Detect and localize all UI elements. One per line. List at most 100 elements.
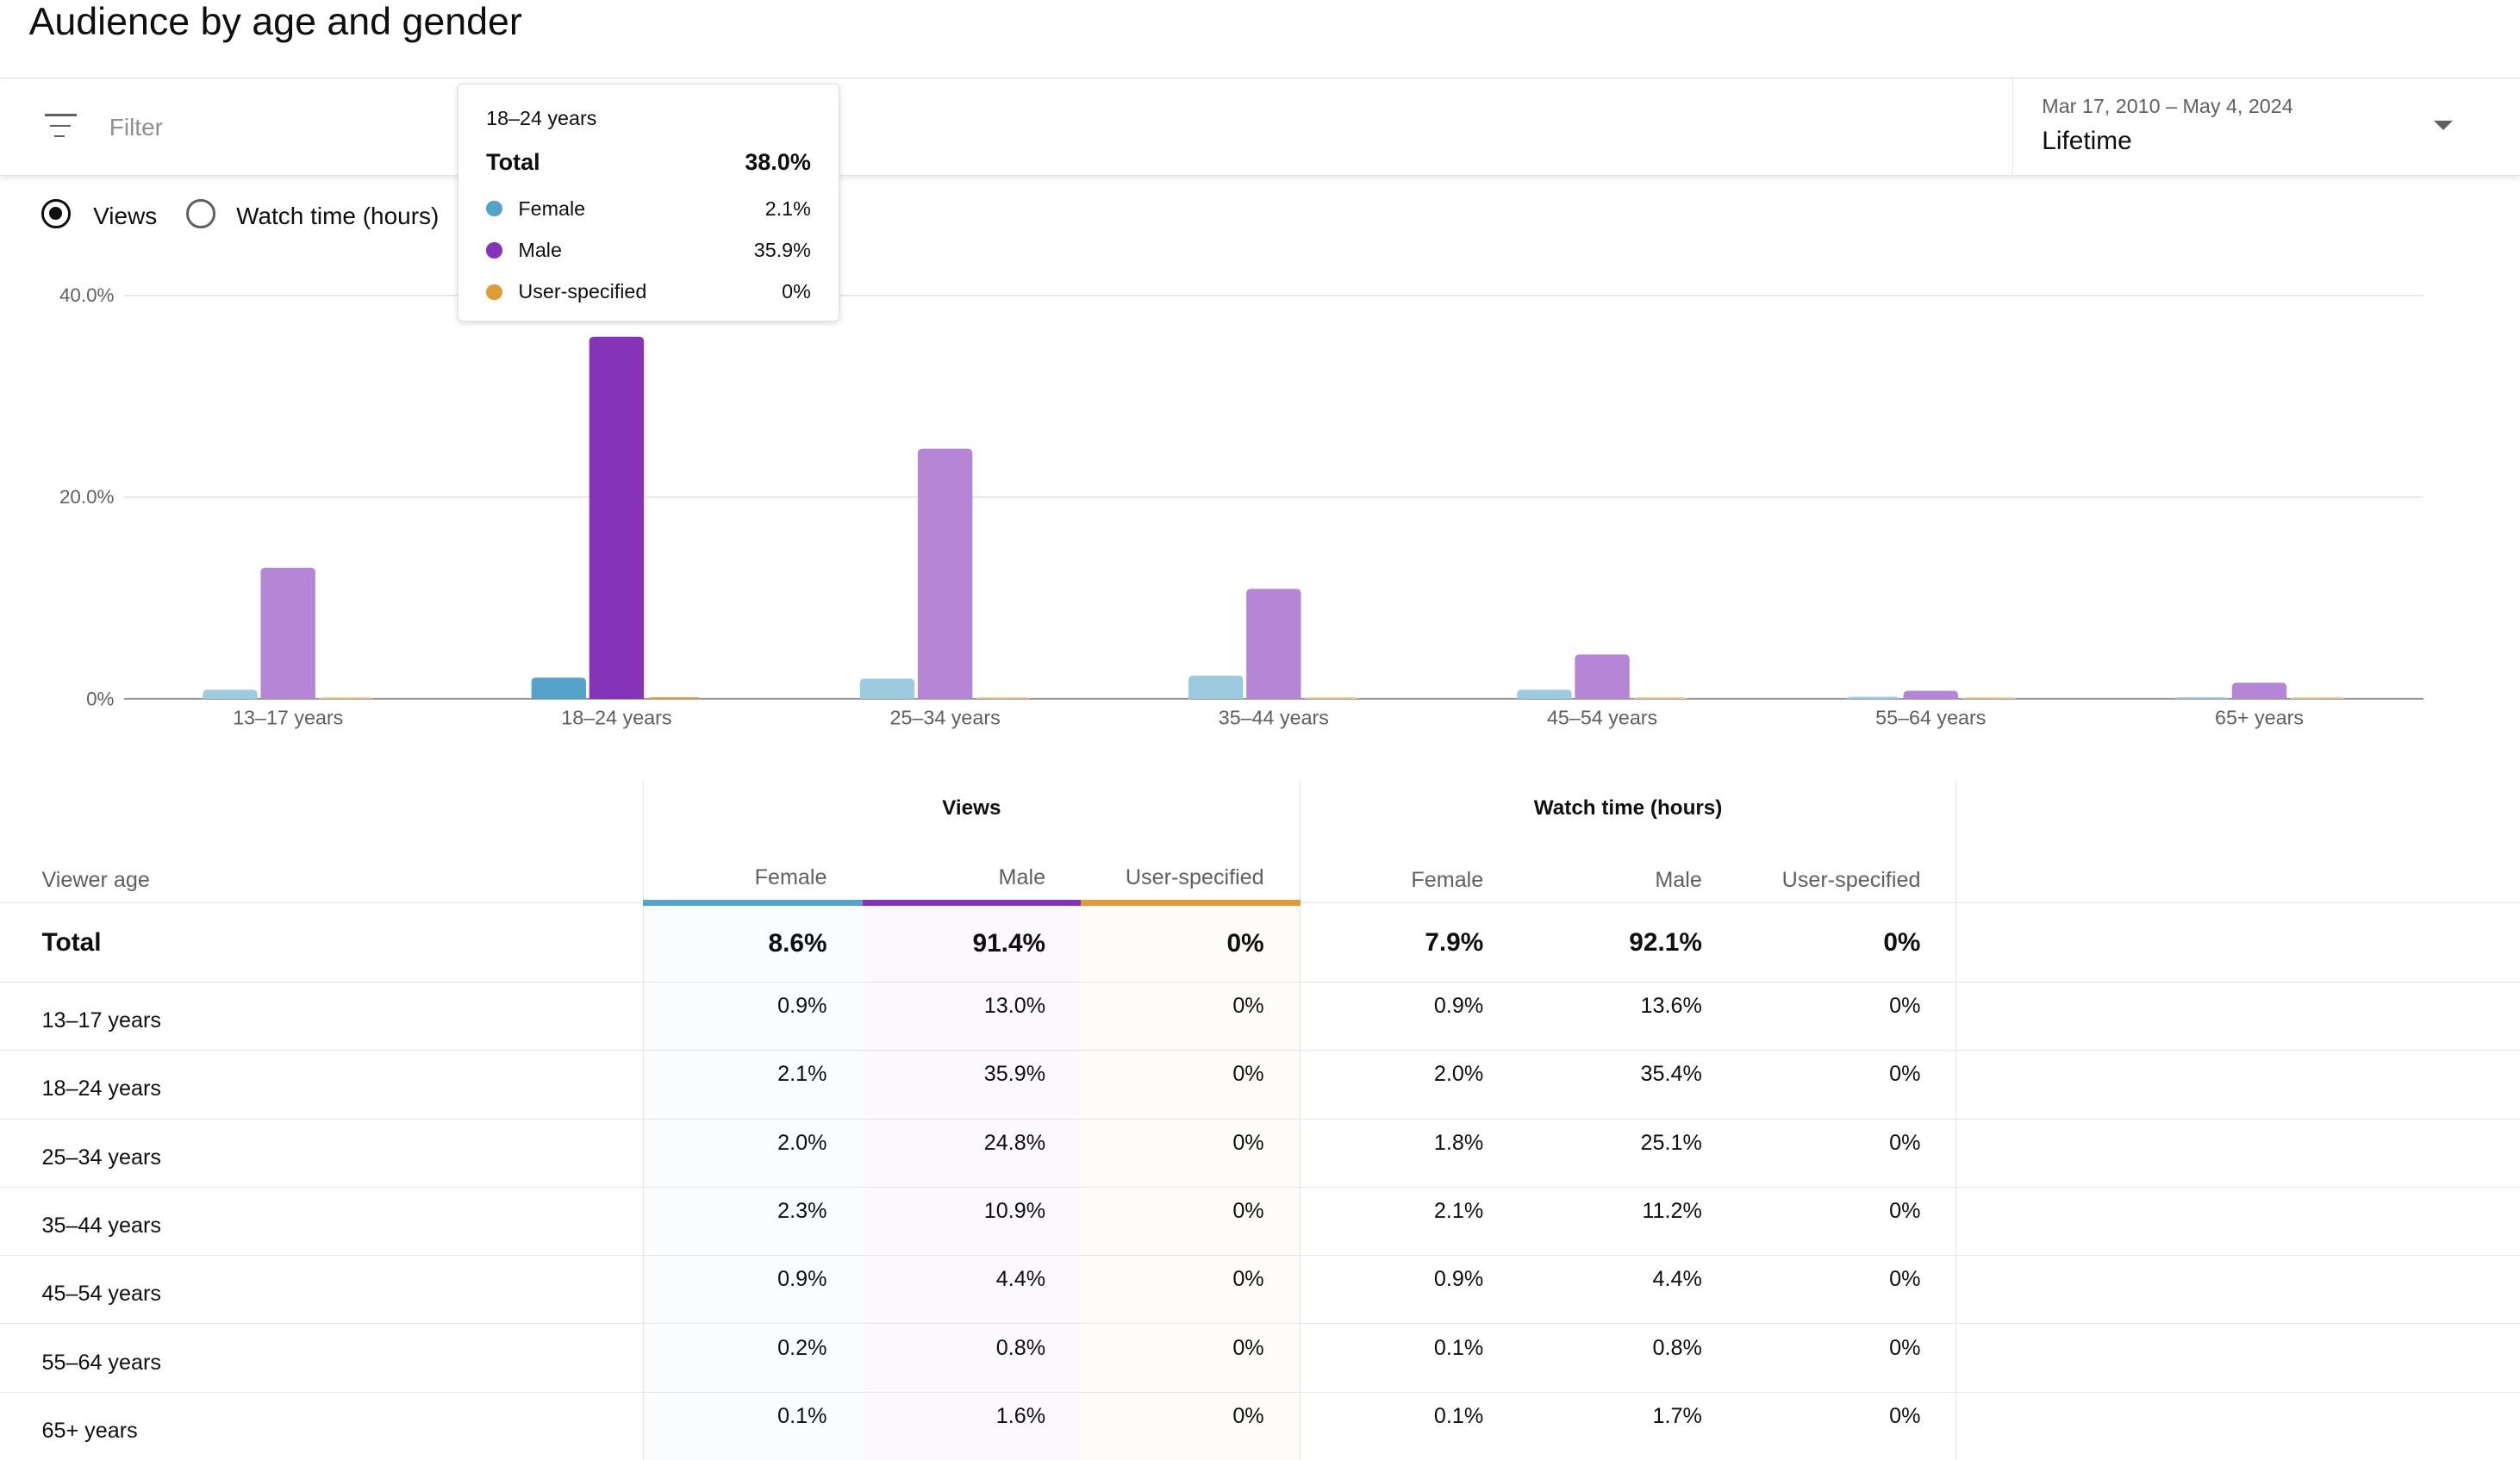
x-tick-label: 13–17 years: [233, 707, 343, 729]
value-cell: 0.8%: [862, 1323, 1082, 1393]
age-cell: 25–34 years: [0, 1118, 644, 1188]
value-cell: 0%: [1737, 981, 1956, 1051]
watch-time-radio[interactable]: [186, 199, 215, 228]
tooltip-label: User-specified: [518, 280, 647, 303]
table-row: 25–34 years 2.0% 24.8% 0% 1.8% 25.1% 0%: [0, 1118, 2520, 1188]
filter-icon[interactable]: [45, 114, 78, 140]
value-cell: 0.9%: [1299, 981, 1519, 1051]
x-tick-label: 55–64 years: [1875, 707, 1986, 729]
divider: [0, 77, 2520, 79]
tooltip-total-label: Total: [486, 148, 540, 175]
bar-male: [917, 448, 973, 700]
audience-table: Views Watch time (hours) Viewer age Female M…: [0, 781, 2520, 1460]
date-range-picker[interactable]: Mar 17, 2010 – May 4, 2024 Lifetime: [2012, 78, 2520, 176]
age-cell: 18–24 years: [0, 1050, 644, 1120]
column-header[interactable]: User-specified: [1781, 868, 1921, 893]
age-cell: 55–64 years: [0, 1323, 644, 1393]
y-tick-label: 40.0%: [59, 285, 115, 307]
y-tick-label: 20.0%: [59, 487, 115, 509]
value-cell: 4.4%: [1519, 1255, 1737, 1324]
age-cell: 45–54 years: [0, 1255, 644, 1324]
user-specified-dot-icon: [486, 284, 502, 301]
value-cell: 0%: [1081, 1323, 1301, 1393]
value-cell: 0%: [1081, 1391, 1301, 1460]
chart-tooltip: 18–24 years Total 38.0% Female 2.1% Male 35…: [458, 83, 839, 322]
bar-male: [1903, 690, 1958, 700]
filter-input[interactable]: Filter: [109, 114, 163, 141]
bar-female: [203, 689, 258, 700]
total-cell: 0%: [1737, 902, 1956, 983]
tooltip-value: 2.1%: [764, 197, 811, 220]
age-cell: 13–17 years: [0, 981, 644, 1051]
x-tick-label: 35–44 years: [1219, 707, 1329, 729]
date-range-text: Mar 17, 2010 – May 4, 2024: [2042, 95, 2293, 118]
total-cell: 92.1%: [1519, 902, 1737, 983]
total-cell: 91.4%: [862, 900, 1082, 983]
bar-male: [2231, 683, 2287, 700]
value-cell: 24.8%: [862, 1118, 1082, 1188]
value-cell: 0%: [1081, 1050, 1301, 1120]
bar-male: [1246, 589, 1301, 700]
bar-female: [2174, 697, 2230, 702]
value-cell: 1.8%: [1299, 1118, 1519, 1188]
value-cell: 0.9%: [1299, 1255, 1519, 1324]
y-tick-label: 0%: [86, 689, 114, 710]
column-header[interactable]: Female: [1299, 835, 1519, 903]
table-row: 35–44 years 2.3% 10.9% 0% 2.1% 11.2% 0%: [0, 1186, 2520, 1256]
value-cell: 0.9%: [642, 1255, 863, 1324]
value-cell: 1.6%: [862, 1391, 1082, 1460]
value-cell: 2.0%: [1299, 1050, 1519, 1120]
bar-female: [1845, 696, 1900, 702]
value-cell: 2.3%: [642, 1186, 863, 1256]
bar-user-specified: [318, 697, 374, 702]
bar-male: [260, 568, 315, 700]
value-cell: 0.1%: [1299, 1391, 1519, 1460]
value-cell: 0%: [1737, 1255, 1956, 1324]
column-header[interactable]: User-specified: [1125, 865, 1264, 890]
value-cell: 0%: [1737, 1050, 1956, 1120]
x-tick-label: 65+ years: [2215, 707, 2304, 729]
table-row: 55–64 years 0.2% 0.8% 0% 0.1% 0.8% 0%: [0, 1323, 2520, 1393]
views-radio-label[interactable]: Views: [93, 202, 158, 229]
value-cell: 4.4%: [862, 1255, 1082, 1324]
table-row: 65+ years 0.1% 1.6% 0% 0.1% 1.7% 0%: [0, 1391, 2520, 1460]
value-cell: 0%: [1737, 1118, 1956, 1188]
bar-user-specified: [1304, 697, 1359, 702]
value-cell: 25.1%: [1519, 1118, 1737, 1188]
female-dot-icon: [486, 200, 502, 217]
age-gender-bar-chart: 0% 20.0% 40.0% 13–17 years 18–24 years 25–34 …: [59, 285, 2424, 729]
total-cell: 0%: [1081, 900, 1301, 983]
value-cell: 0.9%: [642, 981, 863, 1051]
value-cell: 0.2%: [642, 1323, 863, 1393]
x-tick-label: 18–24 years: [561, 707, 671, 729]
bar-user-specified: [1961, 697, 2017, 702]
group-header-watch-time: Watch time (hours): [1299, 781, 1956, 836]
table-row: 13–17 years 0.9% 13.0% 0% 0.9% 13.6% 0%: [0, 981, 2520, 1051]
value-cell: 2.1%: [1299, 1186, 1519, 1256]
views-radio[interactable]: [41, 199, 72, 228]
bar-male: [1575, 654, 1630, 700]
total-label: Total: [0, 902, 644, 983]
date-range-value: Lifetime: [2042, 127, 2132, 156]
column-header[interactable]: Male: [1655, 868, 1702, 893]
x-tick-label: 25–34 years: [890, 707, 1001, 729]
value-cell: 13.6%: [1519, 981, 1737, 1051]
page-title: Audience by age and gender: [28, 0, 522, 43]
male-dot-icon: [486, 242, 502, 259]
bar-user-specified: [1632, 697, 1687, 702]
value-cell: 0.8%: [1519, 1323, 1737, 1393]
value-cell: 0%: [1737, 1186, 1956, 1256]
viewer-age-header[interactable]: Viewer age: [41, 868, 150, 893]
value-cell: 35.4%: [1519, 1050, 1737, 1120]
value-cell: 10.9%: [862, 1186, 1082, 1256]
age-cell: 35–44 years: [0, 1186, 644, 1256]
column-header[interactable]: Male: [998, 865, 1046, 890]
total-row: Total 8.6% 91.4% 0% 7.9% 92.1% 0%: [0, 900, 2520, 983]
value-cell: 0%: [1081, 1118, 1301, 1188]
x-tick-label: 45–54 years: [1547, 707, 1657, 729]
bar-female: [859, 678, 915, 700]
watch-time-radio-label[interactable]: Watch time (hours): [236, 202, 440, 229]
column-header[interactable]: Female: [642, 835, 863, 903]
tooltip-title: 18–24 years: [486, 107, 597, 130]
